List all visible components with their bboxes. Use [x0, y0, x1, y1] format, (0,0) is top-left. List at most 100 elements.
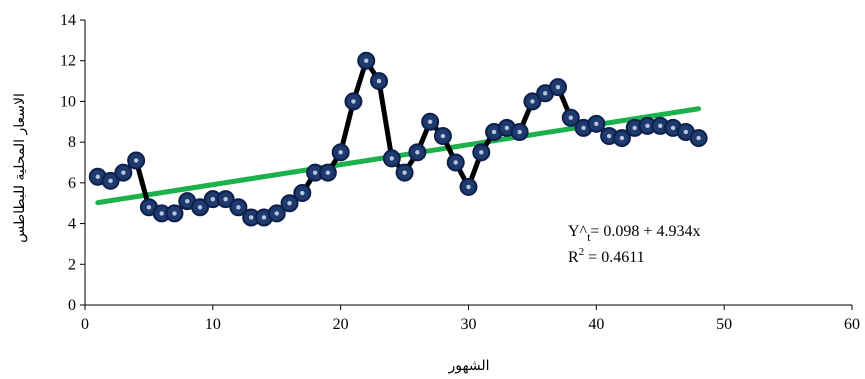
data-point — [229, 198, 248, 217]
data-point-center — [95, 174, 100, 179]
x-tick-label: 50 — [716, 316, 732, 333]
data-point — [433, 127, 452, 146]
data-point — [459, 177, 478, 196]
data-point-center — [517, 129, 522, 135]
data-point-center — [658, 123, 663, 129]
y-tick-label: 8 — [68, 134, 76, 151]
data-point — [191, 198, 210, 217]
data-point — [357, 51, 376, 70]
data-point — [472, 143, 491, 162]
data-point-center — [351, 99, 356, 104]
y-tick-label: 2 — [68, 256, 76, 273]
data-point — [127, 151, 146, 170]
data-point-center — [696, 135, 701, 141]
data-point-center — [389, 156, 394, 161]
equation-lhs: Y^ — [568, 223, 588, 240]
equation-subscript: t — [587, 230, 591, 244]
data-point-center — [427, 119, 433, 124]
r-squared-value: = 0.4611 — [584, 249, 644, 266]
x-tick-label: 20 — [333, 316, 349, 333]
data-point — [638, 116, 657, 135]
data-point-center — [133, 158, 139, 163]
data-point-center — [236, 205, 241, 210]
data-point-center — [466, 184, 471, 190]
x-tick-label: 40 — [588, 316, 604, 333]
data-point-center — [121, 170, 126, 175]
data-point-center — [568, 115, 573, 120]
data-point — [561, 108, 580, 127]
data-point — [114, 163, 133, 182]
data-point — [651, 116, 670, 135]
data-point — [331, 143, 350, 162]
y-tick-label: 6 — [68, 175, 76, 192]
data-point-center — [274, 211, 279, 216]
axes — [80, 19, 853, 310]
data-point — [510, 122, 529, 141]
data-point — [165, 204, 184, 223]
x-axis-title: الشهور — [447, 358, 489, 374]
x-tick-label: 10 — [205, 316, 221, 333]
data-point-center — [223, 196, 228, 202]
data-point-center — [683, 129, 689, 135]
data-point — [306, 163, 325, 182]
data-point — [587, 114, 606, 133]
data-point-center — [440, 133, 446, 139]
data-point — [689, 129, 708, 148]
data-point-center — [491, 129, 497, 135]
data-point — [523, 92, 542, 111]
x-tick-label: 0 — [81, 316, 89, 333]
data-point-center — [504, 125, 510, 131]
x-tick-label: 30 — [461, 316, 477, 333]
y-tick-label: 0 — [68, 297, 76, 314]
data-point — [293, 184, 312, 203]
data-point — [101, 171, 120, 190]
data-point — [344, 92, 363, 111]
data-point-center — [108, 178, 113, 184]
data-point-center — [543, 91, 548, 96]
data-point — [267, 204, 286, 223]
data-point-center — [670, 125, 676, 131]
trendline-equation: Y^t= 0.098 + 4.934x — [568, 223, 700, 244]
data-point-center — [555, 84, 561, 90]
r-squared-r: R — [568, 249, 579, 266]
data-point-center — [645, 123, 650, 129]
data-point-center — [248, 215, 254, 220]
data-point — [395, 163, 414, 182]
data-point-center — [159, 211, 164, 216]
data-point-center — [210, 196, 216, 202]
markers-layer — [88, 51, 708, 227]
x-tick-label: 60 — [844, 316, 860, 333]
data-point — [178, 192, 197, 211]
data-point — [280, 194, 299, 213]
data-point-center — [172, 211, 177, 216]
r-squared-superscript: 2 — [579, 246, 585, 258]
data-point — [408, 143, 427, 162]
data-point-center — [287, 201, 292, 206]
data-point-center — [581, 125, 586, 131]
y-tick-label: 10 — [60, 93, 76, 110]
data-point — [421, 112, 440, 131]
tick-labels: 0 2 4 6 8 10 12 14 0 10 20 30 40 50 60 — [60, 12, 860, 333]
data-point-center — [338, 150, 343, 155]
y-axis-title: الاسعار المحلية للبطاطس — [12, 93, 28, 243]
data-point-center — [415, 150, 420, 155]
data-point-center — [376, 78, 382, 84]
data-point-center — [300, 190, 305, 196]
data-point — [370, 72, 389, 91]
data-point-center — [325, 170, 331, 175]
data-point-center — [594, 121, 599, 127]
data-point-center — [453, 160, 458, 165]
data-point — [318, 163, 337, 182]
data-point-center — [479, 150, 484, 155]
data-point-center — [185, 198, 190, 204]
data-point-center — [619, 135, 625, 141]
data-point — [446, 153, 465, 172]
r-squared-label: R2 = 0.4611 — [568, 246, 645, 266]
data-point — [612, 129, 631, 148]
data-point-center — [402, 170, 407, 175]
data-point — [382, 149, 401, 168]
data-point-center — [606, 133, 612, 139]
data-point-center — [632, 125, 637, 131]
data-point — [216, 190, 235, 209]
